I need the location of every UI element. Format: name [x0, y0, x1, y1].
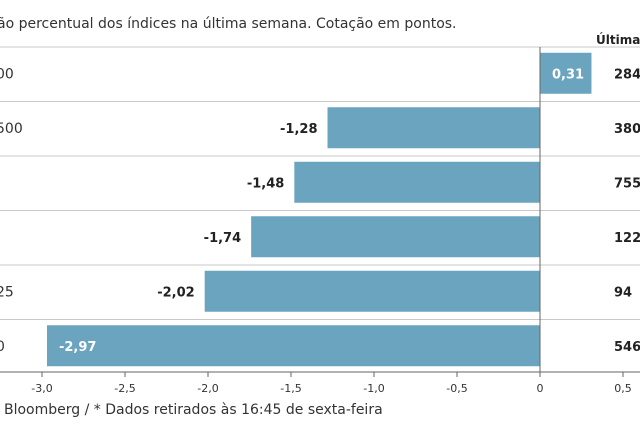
bar-0: [540, 52, 592, 94]
bar-2: [294, 161, 540, 203]
last-quote-value: 94: [614, 285, 632, 300]
last-quote-value: 1220: [614, 231, 640, 246]
row-label: 0: [0, 339, 5, 355]
last-quote-column-header: Última c: [596, 33, 640, 47]
bar-1: [327, 107, 540, 149]
value-label: -2,02: [157, 285, 194, 300]
bar-3: [251, 216, 540, 258]
x-tick-label: -1,5: [280, 382, 301, 395]
row-label: 500: [0, 121, 23, 137]
value-label: 0,31: [552, 67, 584, 82]
last-quote-value: 7553: [614, 176, 640, 191]
bar-4: [204, 270, 540, 312]
x-tick-label: -1,0: [363, 382, 384, 395]
value-label: -1,48: [247, 176, 284, 191]
last-quote-value: 546: [614, 340, 640, 355]
chart-subtitle: ão percentual dos índices na última sema…: [0, 16, 457, 32]
x-tick-label: 0,5: [614, 382, 632, 395]
x-tick-label: -0,5: [446, 382, 467, 395]
row-label: 00: [0, 66, 14, 82]
x-tick-label: -2,5: [114, 382, 135, 395]
last-quote-value: 380: [614, 122, 640, 137]
last-quote-value: 2842: [614, 67, 640, 82]
x-tick-label: 0: [537, 382, 544, 395]
value-label: -1,74: [204, 231, 241, 246]
x-tick-label: -2,0: [197, 382, 218, 395]
row-label: 25: [0, 284, 14, 300]
chart-source: Bloomberg / * Dados retirados às 16:45 d…: [4, 402, 383, 418]
x-tick-label: -3,0: [31, 382, 52, 395]
bar-5: [46, 325, 540, 367]
value-label: -1,28: [280, 122, 317, 137]
value-label: -2,97: [59, 340, 96, 355]
bar-chart: 000,312842500-1,28380-1,487553-1,7412202…: [0, 46, 640, 395]
